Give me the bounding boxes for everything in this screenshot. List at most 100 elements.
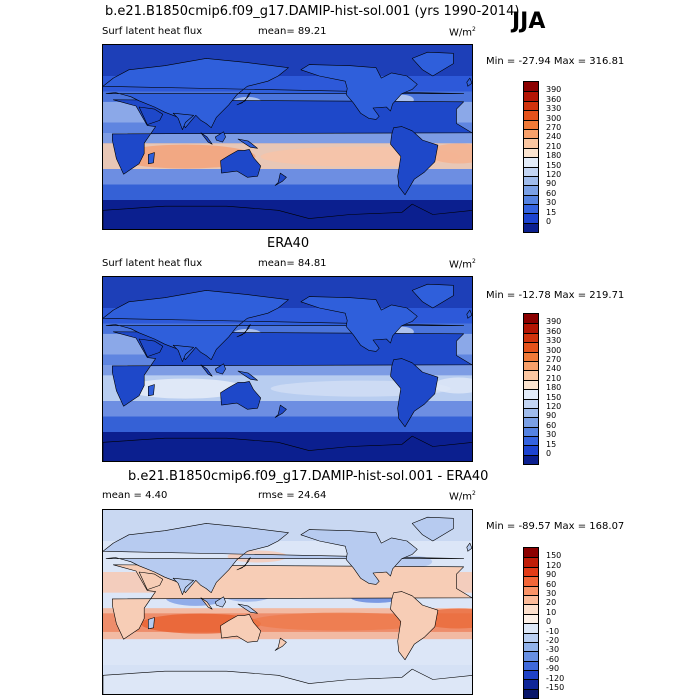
colorbar-swatch	[524, 342, 538, 352]
panel-1-mean-label: mean= 89.21	[258, 26, 327, 37]
colorbar-tick-label: 330	[546, 336, 562, 346]
colorbar-tick-label: 210	[546, 373, 562, 383]
colorbar-swatch	[524, 426, 538, 437]
colorbar-swatch	[524, 454, 538, 465]
colorbar-swatch	[524, 641, 538, 652]
colorbar-tick-label: 30	[546, 430, 557, 440]
colorbar-tick-label: 20	[546, 598, 557, 608]
colorbar-tick-label: 390	[546, 317, 562, 327]
colorbar-tick-label: 120	[546, 560, 562, 570]
panel-2-units: W/m2	[449, 258, 476, 271]
colorbar-swatch	[524, 119, 538, 129]
colorbar-swatch	[524, 594, 538, 605]
panel-1-colorbar	[523, 81, 539, 234]
colorbar-tick-label: 360	[546, 326, 562, 336]
panel-2-title: ERA40	[267, 236, 310, 251]
panel-1-units: W/m2	[449, 26, 476, 39]
colorbar-swatch	[524, 407, 538, 418]
colorbar-tick-label: 360	[546, 94, 562, 104]
colorbar-swatch	[524, 688, 538, 699]
panel-2-minmax: Min = -12.78 Max = 219.71	[486, 290, 625, 301]
colorbar-swatch	[524, 417, 538, 427]
colorbar-tick-label: 300	[546, 345, 562, 355]
colorbar-tick-label: 0	[546, 217, 552, 226]
panel-3-units: W/m2	[449, 490, 476, 503]
colorbar-swatch	[524, 100, 538, 111]
panel-2-variable-label: Surf latent heat flux	[102, 258, 203, 269]
colorbar-swatch	[524, 314, 538, 324]
colorbar-swatch	[524, 576, 538, 586]
colorbar-tick-label: 15	[546, 207, 557, 217]
colorbar-swatch	[524, 548, 538, 558]
colorbar-swatch	[524, 91, 538, 101]
colorbar-tick-label: 150	[546, 392, 562, 402]
colorbar-tick-label: 0	[546, 617, 552, 627]
panel-3-minmax: Min = -89.57 Max = 168.07	[486, 521, 625, 532]
colorbar-tick-label: 15	[546, 439, 557, 449]
colorbar-swatch	[524, 632, 538, 642]
panel-3-colorbar	[523, 547, 539, 700]
panel-1-title: b.e21.B1850cmip6.f09_g17.DAMIP-hist-sol.…	[105, 4, 520, 19]
colorbar-swatch	[524, 398, 538, 408]
panel-2-map	[102, 276, 473, 462]
colorbar-tick-label: 240	[546, 364, 562, 374]
colorbar-swatch	[524, 566, 538, 577]
panel-3-title: b.e21.B1850cmip6.f09_g17.DAMIP-hist-sol.…	[128, 469, 489, 484]
colorbar-swatch	[524, 445, 538, 455]
panel-2-mean-label: mean= 84.81	[258, 258, 327, 269]
colorbar-tick-label: 60	[546, 579, 557, 589]
colorbar-tick-label: 180	[546, 151, 562, 161]
colorbar-tick-label: 300	[546, 113, 562, 123]
colorbar-swatch	[524, 660, 538, 671]
colorbar-tick-label: 150	[546, 551, 562, 561]
panel-1-variable-label: Surf latent heat flux	[102, 26, 203, 37]
colorbar-tick-label: 240	[546, 132, 562, 142]
colorbar-swatch	[524, 194, 538, 205]
colorbar-tick-label: 150	[546, 160, 562, 170]
colorbar-tick-label: 30	[546, 589, 557, 598]
colorbar-tick-label: -120	[546, 673, 565, 683]
colorbar-swatch	[524, 138, 538, 148]
colorbar-tick-label: 120	[546, 170, 562, 179]
colorbar-tick-label: 90	[546, 179, 557, 189]
colorbar-tick-label: -150	[546, 683, 565, 692]
colorbar-tick-label: 30	[546, 198, 557, 208]
season-label: JJA	[512, 9, 546, 34]
colorbar-tick-label: 90	[546, 411, 557, 421]
colorbar-swatch	[524, 379, 538, 390]
colorbar-tick-label: -10	[546, 626, 560, 636]
colorbar-swatch	[524, 166, 538, 176]
colorbar-tick-label: -60	[546, 654, 560, 664]
colorbar-swatch	[524, 185, 538, 195]
colorbar-tick-label: -30	[546, 645, 560, 655]
colorbar-tick-label: 180	[546, 383, 562, 393]
colorbar-tick-label: -20	[546, 636, 560, 645]
panel-1-minmax: Min = -27.94 Max = 316.81	[486, 56, 625, 67]
colorbar-tick-label: 10	[546, 607, 557, 617]
colorbar-swatch	[524, 332, 538, 343]
colorbar-swatch	[524, 370, 538, 380]
panel-2-colorbar	[523, 313, 539, 466]
colorbar-swatch	[524, 204, 538, 214]
colorbar-swatch	[524, 613, 538, 624]
colorbar-swatch	[524, 110, 538, 120]
panel-1-map	[102, 44, 473, 230]
colorbar-swatch	[524, 436, 538, 446]
colorbar-tick-label: 390	[546, 85, 562, 95]
panel-3-map	[102, 509, 473, 695]
colorbar-tick-label: 330	[546, 104, 562, 114]
colorbar-swatch	[524, 623, 538, 633]
panel-3-mean-label: mean = 4.40	[102, 490, 168, 501]
colorbar-tick-label: 90	[546, 570, 557, 580]
colorbar-tick-label: 60	[546, 420, 557, 430]
colorbar-tick-label: 210	[546, 141, 562, 151]
colorbar-swatch	[524, 679, 538, 689]
colorbar-swatch	[524, 351, 538, 361]
colorbar-tick-label: 270	[546, 123, 562, 132]
colorbar-tick-label: 120	[546, 402, 562, 411]
colorbar-tick-label: 60	[546, 188, 557, 198]
colorbar-swatch	[524, 360, 538, 371]
colorbar-tick-label: -90	[546, 664, 560, 674]
colorbar-swatch	[524, 213, 538, 223]
colorbar-swatch	[524, 585, 538, 595]
